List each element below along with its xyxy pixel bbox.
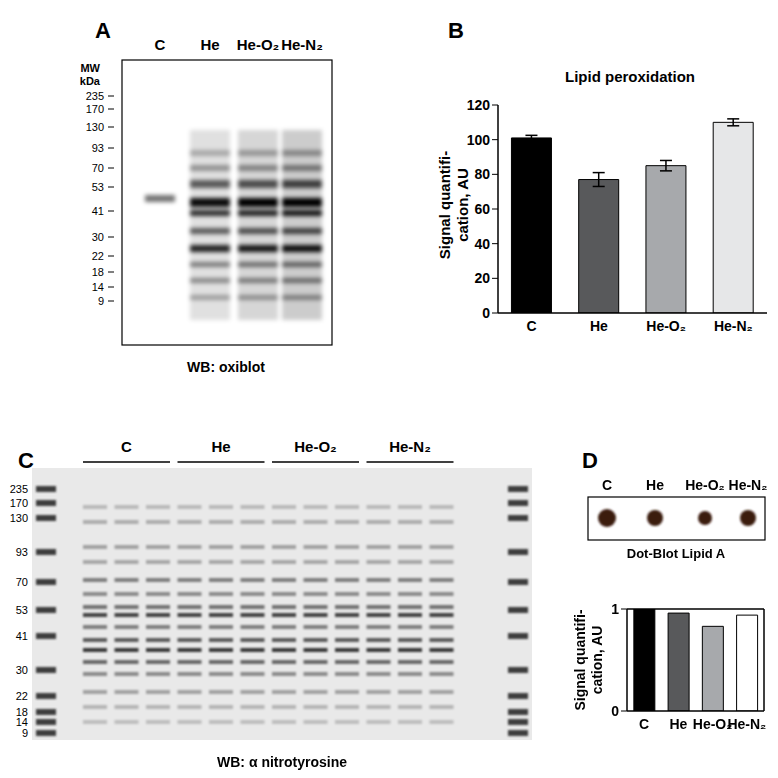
svg-text:130: 130 [86, 121, 104, 133]
svg-text:C: C [602, 477, 612, 493]
svg-text:C: C [639, 716, 649, 732]
svg-text:Dot-Blot Lipid A: Dot-Blot Lipid A [627, 546, 726, 561]
svg-text:60: 60 [474, 201, 490, 217]
svg-text:53: 53 [92, 181, 104, 193]
svg-text:93: 93 [92, 142, 104, 154]
svg-text:41: 41 [92, 205, 104, 217]
svg-text:C: C [527, 318, 537, 334]
svg-text:18: 18 [92, 266, 104, 278]
svg-text:170: 170 [10, 497, 28, 509]
svg-text:He: He [646, 477, 664, 493]
svg-text:MW: MW [80, 62, 100, 74]
svg-text:22: 22 [16, 690, 28, 702]
svg-text:18: 18 [15, 706, 28, 718]
svg-text:14: 14 [15, 716, 28, 728]
svg-text:30: 30 [92, 231, 104, 243]
svg-text:He-N₂: He-N₂ [727, 716, 766, 732]
svg-text:20: 20 [474, 270, 490, 286]
svg-text:C: C [18, 448, 34, 473]
svg-text:Lipid peroxidation: Lipid peroxidation [565, 68, 695, 85]
svg-text:He-N₂: He-N₂ [281, 36, 323, 53]
svg-text:He-O₂: He-O₂ [646, 318, 686, 334]
svg-text:He: He [669, 716, 687, 732]
svg-text:22: 22 [92, 250, 104, 262]
svg-text:He: He [211, 438, 230, 455]
svg-text:cation, AU: cation, AU [454, 168, 471, 242]
svg-text:He-O₂: He-O₂ [692, 715, 733, 732]
svg-text:B: B [448, 18, 464, 43]
svg-text:D: D [582, 448, 598, 473]
svg-text:He-N₂: He-N₂ [389, 438, 431, 455]
svg-text:He-O₂: He-O₂ [685, 477, 725, 493]
svg-text:9: 9 [22, 727, 28, 739]
svg-text:70: 70 [16, 576, 28, 588]
svg-text:14: 14 [92, 281, 104, 293]
svg-text:He-O₂: He-O₂ [237, 36, 280, 53]
svg-text:235: 235 [86, 90, 104, 102]
svg-text:Signal quantifi-: Signal quantifi- [436, 151, 453, 259]
svg-text:130: 130 [10, 512, 28, 524]
svg-text:A: A [95, 18, 111, 43]
svg-text:kDa: kDa [80, 75, 101, 87]
svg-text:80: 80 [474, 166, 490, 182]
svg-text:53: 53 [16, 604, 28, 616]
svg-text:He-N₂: He-N₂ [714, 318, 753, 334]
svg-text:He-O₂: He-O₂ [294, 438, 337, 455]
svg-text:He: He [590, 318, 608, 334]
svg-text:0: 0 [482, 305, 490, 321]
svg-text:WB: oxiblot: WB: oxiblot [187, 359, 265, 375]
svg-text:Signal quantifi-: Signal quantifi- [572, 609, 588, 710]
svg-text:0: 0 [611, 703, 619, 719]
svg-text:70: 70 [92, 162, 104, 174]
svg-text:C: C [121, 438, 132, 455]
svg-text:WB: α nitrotyrosine: WB: α nitrotyrosine [217, 754, 347, 770]
svg-text:120: 120 [467, 97, 491, 113]
svg-text:cation, AU: cation, AU [589, 626, 605, 695]
svg-text:170: 170 [86, 103, 104, 115]
svg-text:1: 1 [611, 601, 619, 617]
svg-text:235: 235 [10, 483, 28, 495]
svg-text:93: 93 [16, 546, 28, 558]
svg-text:9: 9 [98, 295, 104, 307]
svg-text:40: 40 [474, 236, 490, 252]
svg-text:He: He [200, 36, 219, 53]
svg-text:C: C [155, 36, 166, 53]
svg-text:41: 41 [16, 630, 28, 642]
svg-text:30: 30 [16, 664, 28, 676]
svg-text:He-N₂: He-N₂ [729, 477, 768, 493]
svg-text:100: 100 [467, 132, 491, 148]
